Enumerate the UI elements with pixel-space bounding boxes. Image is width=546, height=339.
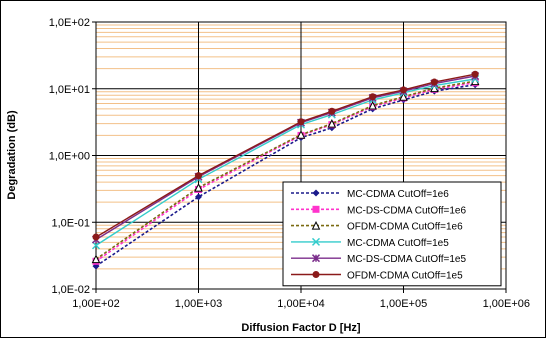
data-point	[368, 100, 377, 110]
data-point	[471, 70, 479, 78]
legend-entry: OFDM-CDMA CutOff=1e6	[291, 220, 463, 233]
legend-swatch-marker	[311, 254, 321, 263]
data-point	[430, 78, 438, 86]
series-6	[92, 70, 479, 241]
data-point	[399, 92, 408, 101]
legend-entry: MC-DS-CDMA CutOff=1e5	[291, 254, 466, 265]
series-3	[91, 76, 480, 264]
legend-label: MC-CDMA CutOff=1e5	[347, 238, 449, 249]
series-line	[95, 80, 476, 260]
data-point	[328, 107, 336, 115]
data-point	[296, 130, 306, 139]
legend-label: MC-DS-CDMA CutOff=1e6	[347, 205, 466, 216]
legend-swatch-marker	[311, 237, 321, 246]
data-point	[194, 183, 203, 192]
x-tick-label: 1,00E+05	[380, 298, 427, 310]
y-tick-label: 1,0E-02	[51, 284, 90, 296]
data-point	[400, 86, 407, 94]
x-tick-label: 1,00E+03	[175, 298, 222, 310]
y-tick-label: 1,0E+02	[49, 17, 90, 29]
data-point	[195, 172, 202, 180]
data-point	[327, 119, 337, 128]
data-point	[92, 233, 100, 241]
data-point	[91, 241, 101, 250]
x-axis-ticks: 1,00E+02 1,00E+03 1,00E+04 1,00E+05 1,00E+06	[72, 289, 530, 310]
y-tick-label: 1,0E-01	[51, 217, 90, 229]
data-point	[195, 193, 202, 201]
y-axis-ticks: 1,0E-02 1,0E-01 1,0E+00 1,0E+01 1,0E+02	[49, 17, 96, 296]
legend-label: OFDM-CDMA CutOff=1e5	[347, 271, 463, 282]
data-point	[297, 118, 305, 126]
legend-entry: OFDM-CDMA CutOff=1e5	[291, 271, 463, 282]
legend-swatch-marker	[311, 220, 321, 230]
series-line	[95, 73, 476, 238]
x-axis-label: Diffusion Factor D [Hz]	[241, 322, 360, 334]
series-line	[95, 78, 476, 246]
legend-swatch-marker	[312, 271, 320, 278]
legend-swatch-marker	[312, 205, 320, 213]
legend-entry: MC-CDMA CutOff=1e5	[291, 237, 449, 249]
legend-entry: MC-DS-CDMA CutOff=1e6	[291, 205, 466, 216]
series-layer	[91, 70, 480, 270]
legend-swatch-marker	[312, 189, 320, 197]
y-tick-label: 1,0E+00	[49, 151, 90, 163]
legend: MC-CDMA CutOff=1e6 MC-DS-CDMA CutOff=1e6 O…	[282, 181, 502, 287]
x-tick-label: 1,00E+02	[72, 298, 119, 310]
y-tick-label: 1,0E+01	[49, 84, 90, 96]
x-tick-label: 1,00E+04	[277, 298, 324, 310]
series-line	[95, 83, 476, 267]
y-axis-label: Degradation (dB)	[6, 110, 18, 200]
legend-label: MC-DS-CDMA CutOff=1e5	[347, 254, 466, 265]
legend-label: OFDM-CDMA CutOff=1e6	[347, 222, 463, 233]
series-line	[95, 81, 476, 262]
legend-label: MC-CDMA CutOff=1e6	[347, 189, 449, 200]
legend-entry: MC-CDMA CutOff=1e6	[291, 189, 449, 200]
data-point	[91, 254, 101, 264]
x-tick-label: 1,00E+06	[483, 298, 530, 310]
legend-box	[282, 181, 502, 287]
data-point	[369, 93, 377, 101]
series-line	[95, 75, 476, 241]
